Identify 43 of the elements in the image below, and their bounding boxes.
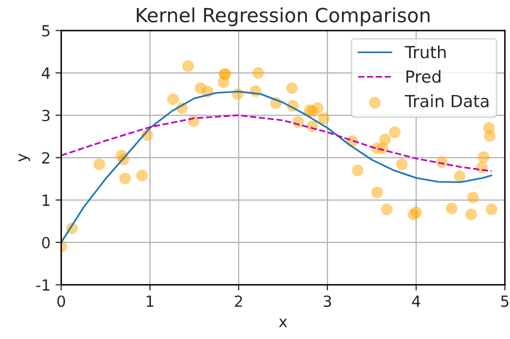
point (352, 164, 364, 176)
point (167, 93, 179, 105)
x-tick-label: 3 (324, 295, 332, 308)
x-tick-label: 1 (146, 296, 154, 307)
x-tick-label: 2 (234, 295, 242, 307)
y-tick-label: 0 (42, 236, 50, 248)
point (381, 204, 393, 216)
point (446, 202, 458, 214)
point (396, 158, 408, 170)
legend-label: Truth (404, 46, 446, 58)
point (389, 126, 401, 138)
point (467, 192, 479, 204)
point (119, 172, 131, 184)
point (312, 102, 324, 114)
point (478, 151, 490, 164)
legend-label: Train Data (404, 94, 488, 108)
point (379, 134, 391, 146)
point (371, 186, 383, 198)
x-axis-title: x (278, 318, 288, 328)
legend-label: Pred (406, 70, 440, 83)
point (94, 158, 106, 170)
point (454, 170, 466, 182)
chart-title: Kernel Regression Comparison (136, 7, 430, 26)
point (410, 206, 422, 218)
point (318, 112, 330, 124)
point (486, 204, 498, 216)
point (252, 67, 264, 79)
point (136, 170, 148, 182)
y-tick-label: 2 (42, 152, 50, 164)
point (465, 208, 477, 220)
x-tick-label: 4 (412, 296, 420, 307)
y-tick-label: 4 (42, 68, 50, 79)
y-tick-label: 5 (42, 25, 50, 37)
point (286, 82, 298, 94)
y-axis-title: y (18, 154, 30, 162)
y-tick-label: -1 (36, 279, 50, 291)
line-series (61, 114, 492, 172)
point (484, 130, 496, 142)
y-tick-label: 3 (42, 110, 50, 122)
y-tick-label: 1 (42, 194, 50, 206)
x-tick-label: 0 (57, 295, 66, 308)
point (182, 60, 194, 72)
x-tick-label: 5 (501, 296, 508, 308)
